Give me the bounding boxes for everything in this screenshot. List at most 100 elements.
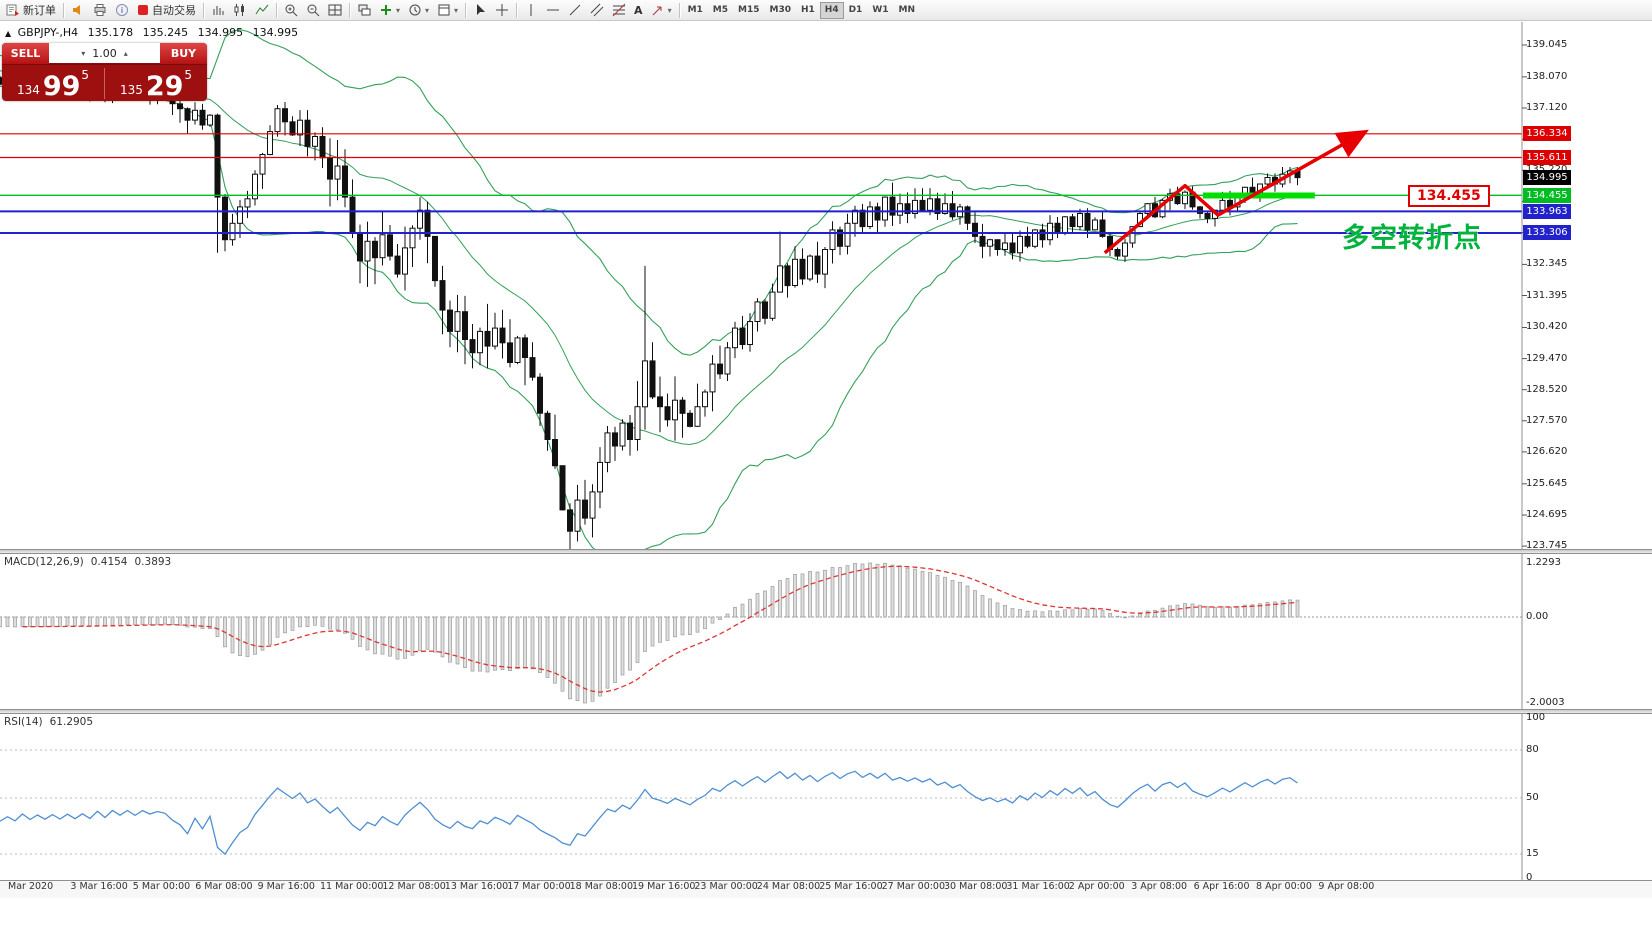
printer-icon [94, 4, 106, 16]
horn-icon [73, 5, 80, 15]
macd-label: MACD(12,26,9) 0.4154 0.3893 [4, 556, 178, 568]
tile-windows-button[interactable] [324, 1, 346, 19]
turning-point-annotation[interactable]: 多空转折点 [1342, 223, 1482, 254]
price-level-box: 133.306 [1523, 225, 1571, 241]
lot-decrease-button[interactable]: ▾ [81, 48, 86, 58]
macd-axis-label: 1.2293 [1526, 557, 1561, 568]
vertical-line-icon [530, 4, 532, 16]
rsi-layer [0, 749, 1522, 856]
toolbar-separator [276, 2, 277, 18]
arrow-tool-icon [652, 6, 662, 16]
dropdown-caret-icon: ▾ [667, 5, 672, 15]
bar-chart-button[interactable] [207, 1, 229, 19]
panel-separator[interactable] [0, 709, 1652, 714]
timeframe-m5[interactable]: M5 [712, 5, 729, 15]
price-tag-annotation[interactable]: 134.455 [1408, 185, 1490, 207]
new-chart-button[interactable]: ▾ [375, 1, 404, 19]
autotrading-button[interactable]: 自动交易 [133, 1, 200, 19]
sell-price[interactable]: 134 99 5 [16, 68, 90, 101]
price-axis-label: 126.620 [1526, 445, 1568, 457]
macd-axis-label: 0.00 [1526, 611, 1549, 622]
channel-icon [590, 3, 604, 17]
channel-tool-button[interactable] [586, 1, 608, 19]
timeframe-mn[interactable]: MN [898, 5, 916, 15]
timeframe-m15[interactable]: M15 [738, 5, 760, 15]
autotrading-label: 自动交易 [152, 4, 196, 17]
time-axis-label: 3 Mar 16:00 [70, 881, 128, 892]
symbol-info-line: ▲ GBPJPY-,H4 135.178 135.245 134.995 134… [5, 26, 304, 39]
one-click-trading-panel: SELL ▾ 1.00 ▴ BUY 134 99 5 135 29 5 [2, 43, 207, 101]
templates-button[interactable]: ▾ [433, 1, 462, 19]
panel-separator[interactable] [0, 549, 1652, 554]
zoom-out-button[interactable] [302, 1, 324, 19]
trendline-icon [569, 4, 581, 16]
price-level-box: 134.455 [1523, 187, 1571, 203]
rsi-label: RSI(14) 61.2905 [4, 716, 100, 728]
time-axis[interactable]: Mar 2020 3 Mar 16:00 5 Mar 00:00 6 Mar 08:0… [0, 880, 1652, 898]
info-button[interactable]: i [111, 1, 133, 19]
tile-windows-icon [328, 4, 342, 16]
candlestick-chart-button[interactable] [229, 1, 251, 19]
price-axis-label: 139.045 [1526, 39, 1568, 50]
rsi-value: 61.2905 [49, 716, 94, 728]
time-axis-label: 6 Mar 08:00 [195, 881, 253, 892]
fibonacci-icon [612, 3, 626, 17]
text-tool-icon: A [634, 3, 643, 17]
crosshair-icon [496, 4, 509, 16]
time-axis-label: 3 Apr 08:00 [1131, 881, 1188, 892]
alerts-button[interactable] [67, 1, 89, 19]
text-tool-button[interactable]: A [630, 1, 647, 19]
cursor-tool-button[interactable] [469, 1, 491, 19]
main-chart-layer [0, 29, 1522, 551]
time-axis-label: Mar 2020 [8, 881, 54, 892]
arrows-tool-button[interactable]: ▾ [647, 1, 676, 19]
timeframe-group: M1 M5 M15 M30 H1 H4 D1 W1 MN [683, 1, 920, 19]
timeframe-w1[interactable]: W1 [872, 5, 889, 15]
cascade-windows-icon [358, 4, 371, 16]
time-axis-label: 2 Apr 00:00 [1068, 881, 1125, 892]
timeframe-h1[interactable]: H1 [800, 5, 815, 15]
time-axis-label: 24 Mar 08:00 [756, 881, 821, 892]
new-order-button[interactable]: 新订单 [2, 1, 60, 19]
sell-button[interactable]: SELL [2, 43, 49, 64]
fibonacci-tool-button[interactable] [608, 1, 630, 19]
ohlc-open: 135.178 [87, 26, 134, 39]
timeframe-m30[interactable]: M30 [769, 5, 791, 15]
price-axis-label: 138.070 [1526, 70, 1568, 82]
chart-marker-icon: ▲ [5, 29, 12, 38]
line-chart-button[interactable] [251, 1, 273, 19]
timeframe-m1[interactable]: M1 [687, 5, 703, 15]
macd-name: MACD(12,26,9) [4, 556, 84, 568]
timeframe-d1[interactable]: D1 [848, 5, 863, 15]
template-icon [438, 4, 450, 16]
cascade-windows-button[interactable] [353, 1, 375, 19]
trendline-tool-button[interactable] [564, 1, 586, 19]
lot-size-field[interactable]: ▾ 1.00 ▴ [49, 43, 160, 64]
zoom-in-icon [285, 4, 298, 17]
rsi-axis-label: 50 [1526, 792, 1539, 803]
time-axis-label: 11 Mar 00:00 [320, 881, 384, 892]
time-axis-label: 9 Apr 08:00 [1318, 881, 1375, 892]
toolbar-separator [465, 2, 467, 18]
buy-button[interactable]: BUY [160, 43, 207, 64]
price-axis-label: 127.570 [1526, 414, 1568, 426]
time-axis-label: 12 Mar 08:00 [382, 881, 446, 892]
print-button[interactable] [89, 1, 111, 19]
period-button[interactable]: ▾ [404, 1, 433, 19]
time-axis-label: 9 Mar 16:00 [257, 881, 315, 892]
ohlc-low: 134.995 [197, 26, 244, 39]
price-axis-label: 132.345 [1526, 258, 1568, 270]
vertical-line-tool-button[interactable] [520, 1, 542, 19]
timeframe-h4[interactable]: H4 [819, 1, 844, 19]
time-axis-label: 17 Mar 00:00 [507, 881, 571, 892]
toolbar-separator [203, 2, 204, 18]
crosshair-tool-button[interactable] [491, 1, 513, 19]
zoom-in-button[interactable] [280, 1, 302, 19]
macd-value-1: 0.4154 [90, 556, 128, 568]
zoom-out-icon [307, 4, 320, 17]
horizontal-line-tool-button[interactable] [542, 1, 564, 19]
lot-increase-button[interactable]: ▴ [123, 48, 128, 58]
lot-size-value: 1.00 [92, 46, 117, 60]
buy-price[interactable]: 135 29 5 [119, 68, 193, 101]
